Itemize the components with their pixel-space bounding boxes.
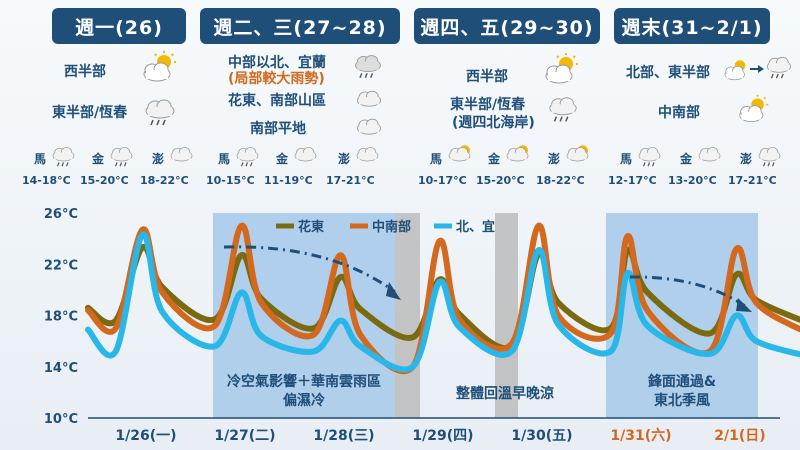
annotation-front: 鋒面通過& [647,373,716,390]
y-tick-label: 18°C [44,310,78,325]
cloud-icon [356,90,382,107]
cloud-icon [294,147,317,162]
y-tick-label: 10°C [44,412,78,427]
x-tick-label: 1/26(一) [115,428,176,444]
rain-cloud-icon [52,147,75,167]
region-thufri-west: 西半部 [466,69,508,85]
station-name: 馬 [34,152,47,166]
region-tuewed-south: 南部平地 [250,121,306,137]
station-name: 金 [276,152,289,166]
x-tick-label: 1/29(四) [412,428,473,444]
station-temp: 18-22°C [536,174,585,187]
shade-band-gray [395,213,420,418]
rain-cloud-icon [638,147,661,167]
station-temp: 15-20°C [80,174,129,187]
station-name: 金 [92,152,105,166]
region-weekend-south: 中南部 [658,105,700,121]
station-name: 澎 [548,152,561,166]
station-name: 澎 [338,152,351,166]
y-tick-label: 26°C [44,207,78,222]
station-name: 金 [488,152,501,166]
series-line-1 [85,222,800,375]
trend-arrow [223,245,396,294]
x-tick-label: 1/30(五) [511,428,572,444]
region-tuewed-north-note: (局部較大雨勢) [228,71,325,87]
region-thufri-east-note: (週四北海岸) [452,115,535,131]
header-monday: 週一(26) [52,8,186,44]
sun-cloud-icon [724,60,746,81]
rain-cloud-icon [236,147,259,167]
arrow-right-icon [750,65,764,73]
station-temp: 14-18°C [22,174,71,187]
sun-cloud-icon [545,53,578,84]
region-weekend-north: 北部、東半部 [626,65,710,81]
y-tick-label: 14°C [44,361,78,376]
rain-cloud-icon [355,55,381,79]
cloud-icon [698,147,721,162]
station-temp: 13-20°C [668,174,717,187]
y-tick-label: 22°C [44,258,78,273]
rain-cloud-icon [145,99,175,126]
x-tick-label: 1/27(二) [214,428,275,444]
header-thu-fri: 週四、五(29~30) [414,8,600,44]
station-temp: 18-22°C [140,174,189,187]
region-tuewed-east: 花東、南部山區 [228,93,326,109]
sun-cloud-icon [506,145,529,162]
cloud-icon [356,118,382,135]
rain-cloud-icon [766,56,792,79]
legend-label: 北、宜 [456,219,495,235]
rain-cloud-icon [758,147,781,167]
sun-cloud-icon [448,145,471,162]
annotation-front: 東北季風 [654,392,710,409]
station-name: 馬 [218,152,231,166]
trend-arrowhead [736,298,752,312]
station-temp: 10-15°C [206,174,255,187]
station-name: 澎 [740,152,753,166]
station-temp: 17-21°C [728,174,777,187]
station-name: 馬 [620,152,633,166]
x-tick-label: 1/31(六) [610,427,671,444]
header-tue-wed: 週二、三(27~28) [200,8,400,44]
annotation-cold: 冷空氣影響＋華南雲雨區 [227,373,381,390]
region-mon-west: 西半部 [64,64,106,80]
rain-cloud-icon [110,147,133,167]
x-tick-label: 2/1(日) [714,428,765,444]
station-name: 金 [680,152,693,166]
station-temp: 17-21°C [326,174,375,187]
trend-arrowhead [386,282,401,300]
legend-label: 中南部 [372,219,411,235]
cloud-icon [170,147,193,162]
series-line-2 [85,231,800,373]
station-temp: 10-17°C [418,174,467,187]
region-thufri-east: 東半部/恆春 [450,97,526,113]
shade-band-gray [495,213,518,418]
x-tick-label: 1/28(三) [313,428,374,444]
region-tuewed-north: 中部以北、宜蘭 [228,55,326,71]
rain-cloud-icon [549,97,577,122]
station-temp: 12-17°C [608,174,657,187]
header-weekend: 週末(31~2/1) [614,8,770,44]
annotation-cold: 偏濕冷 [283,392,325,409]
station-name: 馬 [430,152,443,166]
station-temp: 11-19°C [264,174,313,187]
cloud-icon [356,147,379,162]
legend-label: 花東 [298,219,324,235]
annotation-warming: 整體回溫早晚涼 [455,385,554,402]
station-name: 澎 [152,152,165,166]
sun-cloud-icon [143,51,176,82]
sun-cloud-icon [739,94,769,122]
region-mon-east: 東半部/恆春 [52,105,128,121]
station-temp: 15-20°C [476,174,525,187]
sun-cloud-icon [566,145,589,162]
